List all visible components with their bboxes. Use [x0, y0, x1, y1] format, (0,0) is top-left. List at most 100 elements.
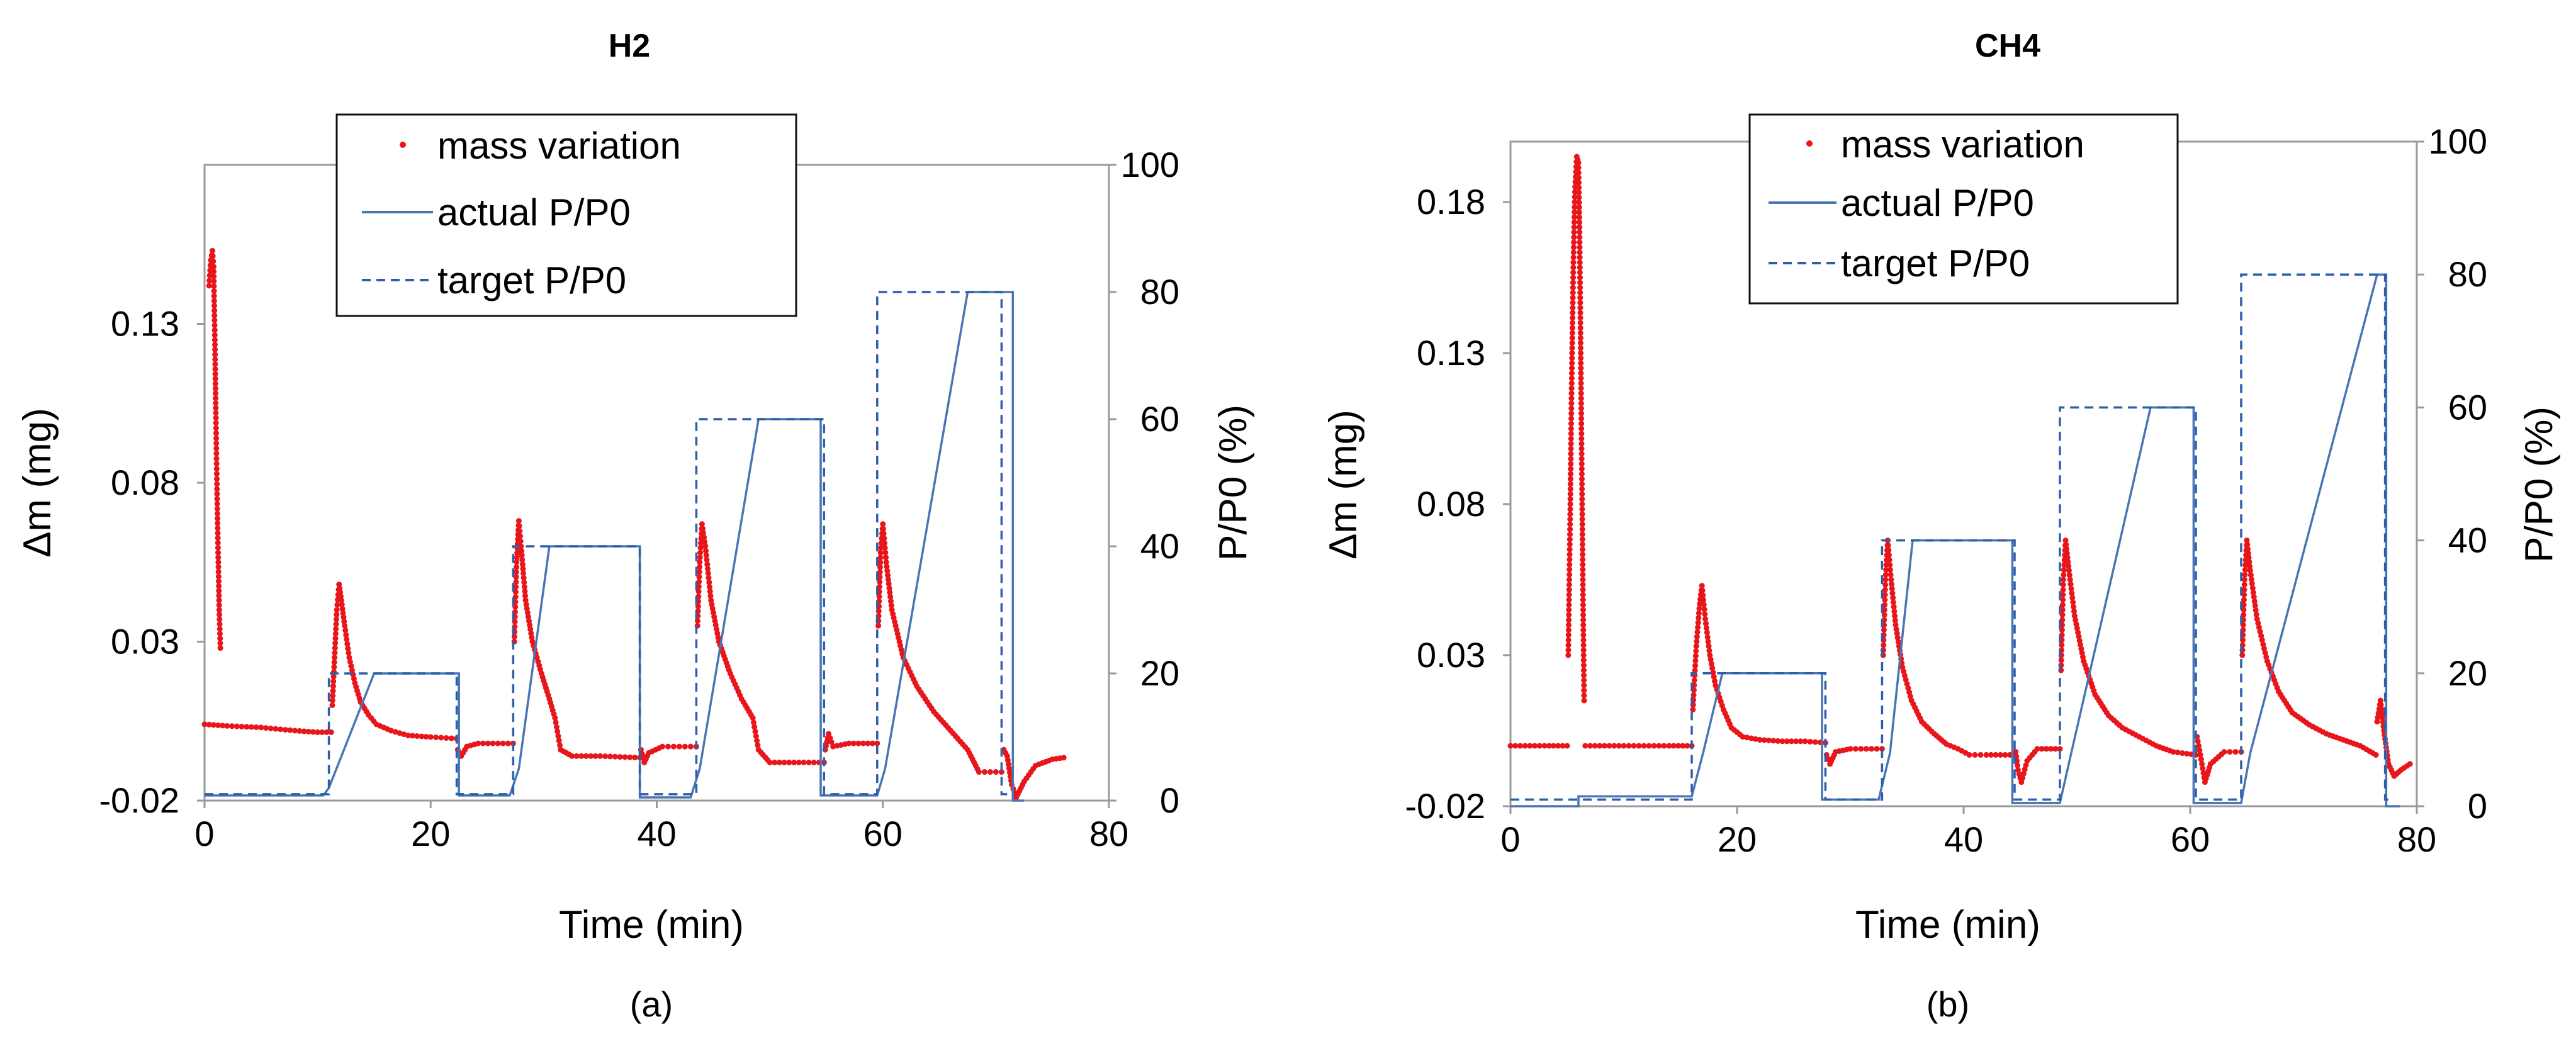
mass-point: [1703, 621, 1709, 627]
mass-point: [632, 755, 638, 761]
mass-point: [278, 726, 284, 733]
mass-point: [319, 729, 325, 735]
mass-point: [1892, 617, 1898, 624]
mass-point: [330, 692, 336, 699]
mass-point: [248, 724, 254, 730]
mass-point: [505, 740, 511, 746]
mass-point: [332, 655, 338, 661]
mass-point: [253, 724, 259, 730]
mass-point: [514, 559, 520, 565]
mass-point: [215, 722, 222, 728]
mass-point: [519, 552, 525, 558]
mass-point: [1567, 481, 1573, 487]
mass-point: [1765, 737, 1772, 743]
mass-point: [1576, 205, 1582, 211]
x-tick-label: 0: [1500, 819, 1520, 859]
mass-point: [1568, 461, 1574, 467]
mass-point: [213, 461, 220, 467]
mass-point: [443, 735, 449, 741]
mass-point: [329, 697, 335, 704]
mass-point: [217, 645, 223, 651]
mass-point: [554, 728, 561, 734]
mass-point: [2052, 746, 2059, 752]
mass-point: [1566, 587, 1572, 593]
mass-point: [338, 597, 344, 604]
legend-label-target: target P/P0: [1841, 242, 2030, 284]
legend-label-actual: actual P/P0: [437, 191, 631, 234]
mass-point: [518, 543, 524, 549]
mass-point: [1700, 592, 1706, 599]
mass-point: [2254, 616, 2260, 622]
mass-point: [2252, 602, 2258, 609]
mass-point: [213, 420, 219, 426]
mass-point: [2242, 562, 2249, 568]
mass-point: [515, 518, 522, 524]
mass-point: [517, 533, 524, 539]
mass-point: [2375, 714, 2381, 721]
mass-point: [233, 723, 240, 729]
mass-point: [2227, 749, 2233, 755]
mass-point: [211, 303, 217, 309]
mass-point: [215, 525, 221, 531]
mass-point: [1886, 552, 1892, 558]
mass-point: [877, 579, 883, 585]
mass-point: [215, 535, 221, 541]
mass-point: [340, 610, 346, 616]
mass-point: [211, 337, 218, 343]
mass-point: [2066, 563, 2072, 570]
mass-point: [1893, 622, 1899, 628]
mass-point: [557, 742, 563, 748]
mass-point: [1566, 571, 1573, 578]
mass-point: [216, 588, 222, 594]
mass-point: [1579, 486, 1585, 492]
mass-point: [292, 728, 298, 734]
y-tick-label: 0.08: [111, 463, 179, 502]
mass-point: [1579, 536, 1585, 543]
mass-point: [555, 733, 561, 740]
mass-point: [981, 769, 987, 775]
mass-point: [212, 376, 218, 382]
mass-point: [414, 733, 420, 739]
mass-point: [1889, 585, 1895, 592]
mass-point: [1577, 305, 1583, 311]
mass-point: [1570, 284, 1576, 291]
mass-point: [210, 253, 216, 259]
mass-point: [348, 663, 354, 669]
mass-point: [1565, 647, 1572, 653]
mass-point: [753, 733, 759, 740]
mass-point: [2242, 571, 2248, 578]
y2-tick-label: 100: [1121, 145, 1179, 184]
mass-point: [351, 675, 357, 682]
x-tick-label: 80: [1089, 814, 1128, 853]
mass-point: [1579, 516, 1585, 522]
mass-point: [244, 724, 250, 730]
mass-point: [1580, 617, 1587, 623]
y-tick-label: 0.13: [111, 304, 179, 344]
mass-point: [1578, 385, 1584, 391]
mass-point: [1560, 743, 1566, 749]
mass-point: [1704, 629, 1710, 636]
mass-point: [694, 617, 700, 624]
mass-point: [1702, 616, 1709, 622]
mass-point: [2067, 581, 2074, 587]
series-layer: [1507, 154, 2413, 807]
mass-point: [1579, 531, 1585, 537]
x-axis-label: Time (min): [559, 903, 744, 947]
mass-point: [578, 753, 585, 759]
mass-point: [670, 743, 677, 750]
mass-point: [239, 723, 245, 729]
mass-point: [1577, 254, 1583, 261]
mass-point: [2015, 762, 2020, 768]
mass-point: [1779, 738, 1786, 745]
mass-point: [881, 535, 887, 541]
mass-point: [1748, 735, 1754, 741]
mass-point: [519, 548, 525, 554]
mass-point: [332, 635, 339, 641]
x-tick-label: 0: [194, 814, 214, 853]
legend-label-mass: mass variation: [437, 125, 681, 167]
mass-point: [211, 342, 218, 348]
mass-point: [1569, 345, 1575, 351]
mass-point: [513, 579, 519, 585]
mass-point: [1576, 184, 1582, 191]
mass-point: [1578, 380, 1584, 386]
